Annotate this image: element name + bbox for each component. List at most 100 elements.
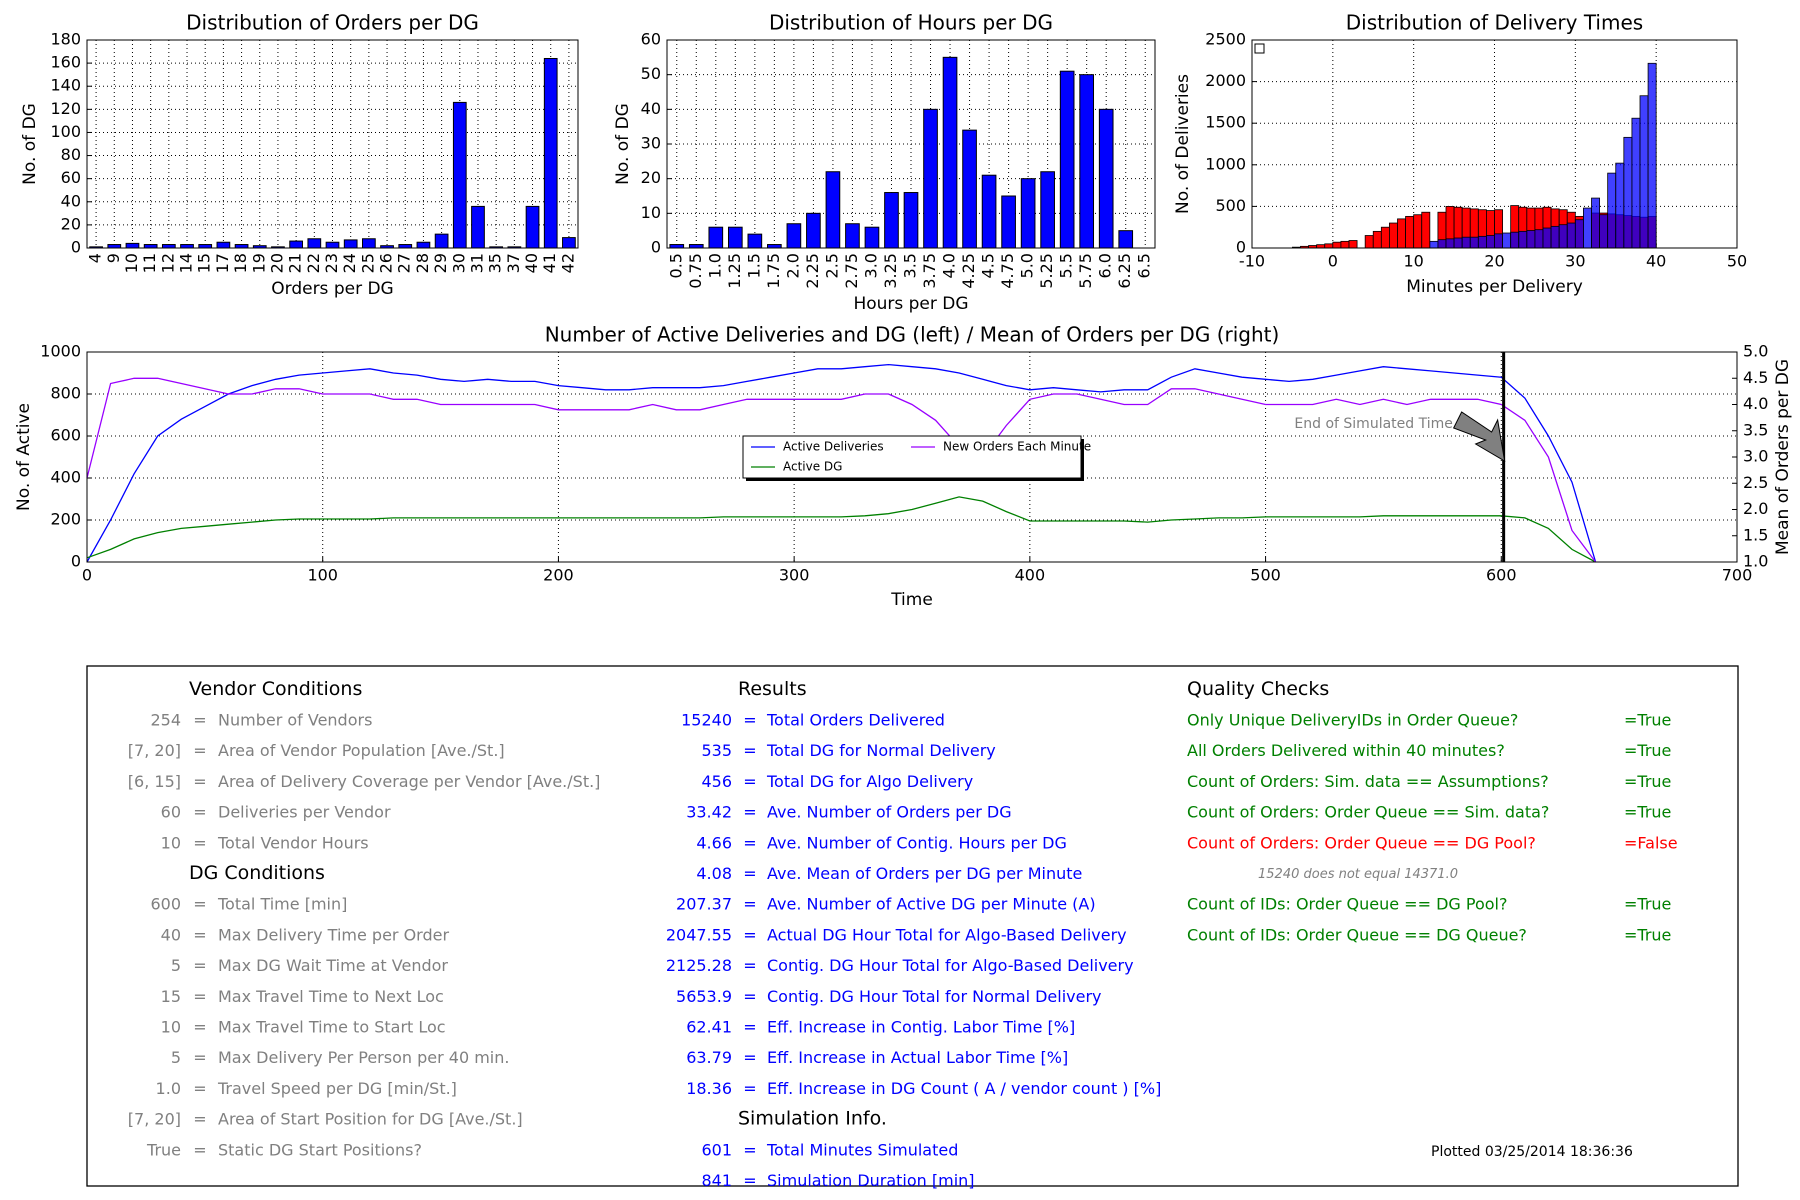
row-label: Deliveries per Vendor (218, 803, 391, 822)
legend-box (1254, 43, 1265, 54)
x-axis-label: Time (890, 590, 933, 610)
x-tick-label: 0 (1328, 252, 1338, 271)
y-axis-label: No. of DG (613, 103, 633, 185)
row-value: [6, 15] (128, 772, 181, 791)
row-value: 841 (701, 1171, 732, 1190)
y2-tick-label: 1.0 (1743, 552, 1768, 571)
series-line (86, 496, 1596, 563)
row-separator: = (743, 987, 756, 1006)
row-label: Ave. Number of Orders per DG (767, 803, 1012, 822)
axes-frame (666, 39, 1156, 249)
series-line (86, 363, 1597, 563)
x-tick-label: 22 (304, 253, 323, 273)
x-tick-label: 25 (358, 253, 377, 273)
histogram-bar (1518, 230, 1528, 249)
bar (471, 205, 485, 249)
row-value: 10 (161, 1018, 181, 1037)
y-tick-label: 1000 (40, 342, 81, 361)
y2-tick-label: 4.0 (1743, 394, 1768, 413)
x-tick-label: 3.75 (920, 253, 939, 289)
row-separator: = (193, 1079, 206, 1098)
row-separator: = (743, 1018, 756, 1037)
row-separator: = (193, 741, 206, 760)
row-label: Total Time [min] (217, 895, 347, 914)
axes-frame (1251, 39, 1738, 249)
check-result: =True (1624, 772, 1671, 791)
check-label: Count of IDs: Order Queue == DG Pool? (1187, 895, 1507, 914)
bar (343, 239, 358, 249)
row-separator: = (743, 895, 756, 914)
histogram-bar (1631, 117, 1641, 249)
x-tick-label: 1.25 (725, 253, 744, 289)
annotation-arrow (1452, 411, 1506, 462)
bar (1040, 171, 1055, 249)
y-tick-label: 0 (651, 238, 661, 257)
row-label: Static DG Start Positions? (218, 1140, 422, 1159)
y-tick-label: 0 (71, 552, 81, 571)
x-axis-label: Orders per DG (271, 279, 393, 299)
row-label: Simulation Duration [min] (767, 1171, 975, 1190)
row-label: Area of Start Position for DG [Ave./St.] (218, 1110, 523, 1129)
row-value: 2047.55 (666, 925, 732, 944)
bar (1020, 178, 1036, 249)
row-label: Total Orders Delivered (766, 711, 945, 730)
x-tick-label: 0.5 (666, 253, 685, 278)
x-tick-label: 2.0 (783, 253, 802, 278)
x-tick-label: 600 (1486, 566, 1517, 585)
row-separator: = (193, 1110, 206, 1129)
y-tick-label: 2500 (1205, 30, 1246, 49)
x-tick-label: 50 (1727, 252, 1747, 271)
x-tick-label: 5.0 (1018, 253, 1037, 278)
y-tick-label: 800 (50, 384, 81, 403)
y-tick-label: 400 (50, 468, 81, 487)
row-label: Max Travel Time to Next Loc (218, 987, 444, 1006)
x-tick-label: 21 (286, 253, 305, 273)
row-value: True (146, 1140, 181, 1159)
row-value: 10 (161, 833, 181, 852)
y-tick-label: 40 (61, 191, 81, 210)
row-label: Actual DG Hour Total for Algo-Based Deli… (767, 925, 1127, 944)
chart-title: Distribution of Delivery Times (1346, 11, 1643, 35)
y2-tick-label: 2.5 (1743, 473, 1768, 492)
row-value: 535 (701, 741, 732, 760)
annotation: End of Simulated Time (1294, 416, 1452, 432)
x-tick-label: 400 (1015, 566, 1046, 585)
histogram-bar (1647, 62, 1657, 249)
x-tick-label: 15 (195, 253, 214, 273)
x-tick-label: 3.0 (861, 253, 880, 278)
x-tick-label: 100 (307, 566, 338, 585)
section-title: Results (738, 678, 807, 700)
row-label: Ave. Number of Active DG per Minute (A) (767, 895, 1096, 914)
bar (767, 244, 782, 249)
x-tick-label: 4.25 (959, 253, 978, 289)
row-separator: = (193, 925, 206, 944)
histogram-bar (1469, 236, 1479, 249)
bar (1118, 230, 1134, 249)
row-label: Ave. Mean of Orders per DG per Minute (767, 864, 1082, 883)
bar (1001, 195, 1016, 249)
row-separator: = (743, 833, 756, 852)
bar (416, 241, 431, 249)
y-tick-label: 120 (50, 99, 81, 118)
row-value: 2125.28 (666, 956, 732, 975)
bar (1059, 70, 1075, 249)
row-label: Eff. Increase in DG Count ( A / vendor c… (767, 1079, 1161, 1098)
check-result: =True (1624, 741, 1671, 760)
bar (806, 212, 821, 249)
row-separator: = (193, 833, 206, 852)
x-tick-label: 500 (1250, 566, 1281, 585)
row-separator: = (743, 1079, 756, 1098)
x-tick-label: 300 (779, 566, 810, 585)
histogram-bar (1583, 207, 1592, 249)
row-label: Max Delivery Time per Order (218, 925, 449, 944)
row-separator: = (193, 772, 206, 791)
histogram-bar (1332, 241, 1342, 249)
y-tick-label: 600 (50, 426, 81, 445)
row-value: 60 (161, 803, 181, 822)
row-separator: = (743, 1048, 756, 1067)
check-result: =True (1624, 803, 1671, 822)
row-label: Area of Vendor Population [Ave./St.] (218, 741, 505, 760)
x-tick-label: -10 (1239, 252, 1265, 271)
section-title: Simulation Info. (738, 1108, 887, 1130)
histogram-bar (1502, 232, 1512, 249)
